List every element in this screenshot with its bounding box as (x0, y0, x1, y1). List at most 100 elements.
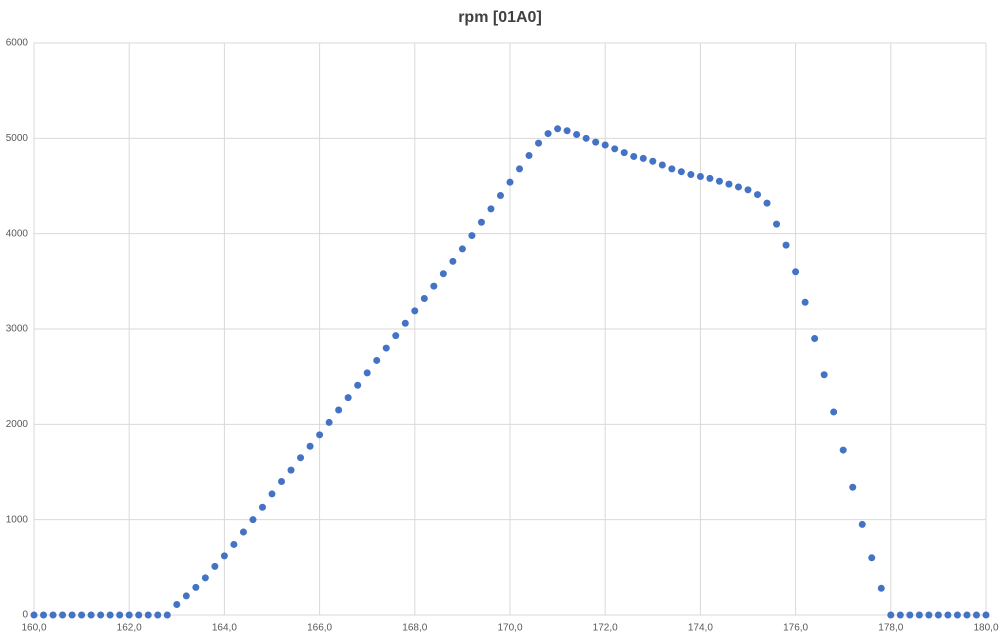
point (201, 574, 209, 582)
x-tick-label: 160,0 (21, 623, 46, 634)
point (687, 171, 695, 179)
point (287, 466, 295, 474)
point (630, 152, 638, 160)
point (439, 270, 447, 278)
point (278, 478, 286, 486)
point (182, 592, 190, 600)
point (59, 611, 67, 619)
point (877, 584, 885, 592)
point (420, 294, 428, 302)
x-tick-label: 178,0 (878, 623, 903, 634)
point (925, 611, 933, 619)
point (449, 257, 457, 265)
x-tick-label: 170,0 (497, 623, 522, 634)
point (382, 344, 390, 352)
point (40, 611, 48, 619)
x-tick-label: 172,0 (593, 623, 618, 634)
point (116, 611, 124, 619)
point (696, 172, 704, 180)
point (297, 454, 305, 462)
point (401, 319, 409, 327)
point (763, 199, 771, 207)
point (430, 282, 438, 290)
point (715, 177, 723, 185)
point (734, 183, 742, 191)
point (934, 611, 942, 619)
point (135, 611, 143, 619)
point (573, 131, 581, 139)
point (363, 369, 371, 377)
point (887, 611, 895, 619)
point (896, 611, 904, 619)
point (144, 611, 152, 619)
point (68, 611, 76, 619)
point (839, 446, 847, 454)
point (344, 394, 352, 402)
y-tick-label: 3000 (6, 324, 29, 335)
point (373, 356, 381, 364)
point (230, 540, 238, 548)
point (849, 483, 857, 491)
point (97, 611, 105, 619)
point (477, 218, 485, 226)
point (554, 125, 562, 133)
point (972, 611, 980, 619)
chart-title: rpm [01A0] (458, 9, 542, 26)
x-tick-label: 176,0 (783, 623, 808, 634)
point (582, 134, 590, 142)
point (487, 205, 495, 213)
point (30, 611, 38, 619)
x-tick-label: 180,0 (973, 623, 998, 634)
point (658, 161, 666, 169)
point (258, 503, 266, 511)
x-tick-label: 168,0 (402, 623, 427, 634)
point (163, 611, 171, 619)
point (496, 192, 504, 200)
x-tick-label: 174,0 (688, 623, 713, 634)
point (535, 139, 543, 147)
point (239, 528, 247, 536)
point (516, 165, 524, 173)
point (506, 178, 514, 186)
point (858, 520, 866, 528)
point (458, 245, 466, 253)
point (801, 298, 809, 306)
point (620, 149, 628, 157)
point (668, 165, 676, 173)
point (173, 601, 181, 609)
point (963, 611, 971, 619)
x-tick-label: 166,0 (307, 623, 332, 634)
point (830, 408, 838, 416)
point (78, 611, 86, 619)
point (782, 241, 790, 249)
point (677, 168, 685, 176)
x-tick-label: 164,0 (212, 623, 237, 634)
y-tick-label: 2000 (6, 419, 29, 430)
point (915, 611, 923, 619)
point (392, 332, 400, 340)
point (411, 307, 419, 315)
point (268, 490, 276, 498)
y-tick-label: 1000 (6, 514, 29, 525)
point (249, 516, 257, 524)
point (773, 220, 781, 228)
y-tick-label: 6000 (6, 38, 29, 49)
point (125, 611, 133, 619)
point (820, 371, 828, 379)
point (154, 611, 162, 619)
point (354, 381, 362, 389)
point (744, 186, 752, 194)
y-tick-label: 5000 (6, 133, 29, 144)
point (316, 431, 324, 439)
point (725, 180, 733, 188)
point (792, 268, 800, 276)
point (306, 442, 314, 450)
point (706, 174, 714, 182)
point (87, 611, 95, 619)
point (525, 151, 533, 159)
point (811, 335, 819, 343)
point (944, 611, 952, 619)
point (592, 138, 600, 146)
point (220, 552, 228, 560)
